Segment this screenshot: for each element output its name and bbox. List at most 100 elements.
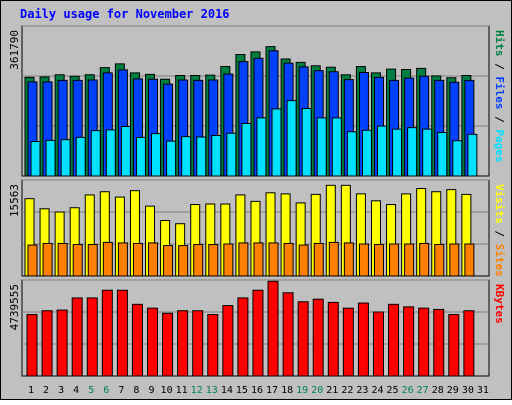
bar-kbytes-day-23 xyxy=(357,302,369,377)
bar-pages-day-14 xyxy=(226,132,237,177)
bar-kbytes-day-28 xyxy=(433,308,445,377)
bar-kbytes-day-29 xyxy=(448,314,460,377)
x-tick-label-day-31: 31 xyxy=(477,385,489,396)
bar-pages-day-1 xyxy=(30,141,41,177)
bar-sites-day-25 xyxy=(389,243,400,277)
bar-pages-day-21 xyxy=(331,117,342,177)
series-pages xyxy=(30,100,478,177)
x-tick-label-day-29: 29 xyxy=(447,385,459,396)
bar-pages-day-29 xyxy=(452,140,463,177)
x-tick-label-day-19: 19 xyxy=(296,385,308,396)
y-axis-label-files: Files xyxy=(493,76,506,109)
bar-pages-day-8 xyxy=(135,136,146,177)
bar-kbytes-day-25 xyxy=(388,303,400,377)
bar-kbytes-day-26 xyxy=(403,306,415,377)
bar-pages-day-20 xyxy=(316,117,327,177)
bar-sites-day-10 xyxy=(163,245,174,277)
bar-kbytes-day-4 xyxy=(71,297,83,377)
bar-sites-day-15 xyxy=(238,242,249,277)
y-tick-label: 4739555 xyxy=(8,284,21,330)
x-tick-label-day-28: 28 xyxy=(432,385,444,396)
bar-pages-day-17 xyxy=(271,108,282,177)
bar-sites-day-7 xyxy=(117,242,128,277)
bar-sites-day-26 xyxy=(404,243,415,277)
bar-sites-day-28 xyxy=(434,244,445,277)
bar-sites-day-1 xyxy=(27,244,38,277)
bar-kbytes-day-5 xyxy=(86,297,98,377)
x-tick-label-day-9: 9 xyxy=(149,385,155,396)
bar-kbytes-day-16 xyxy=(252,289,264,377)
bar-sites-day-5 xyxy=(87,244,98,277)
x-tick-label-day-12: 12 xyxy=(191,385,203,396)
bar-sites-day-4 xyxy=(72,244,83,277)
bar-kbytes-day-14 xyxy=(222,305,234,377)
bar-kbytes-day-6 xyxy=(101,289,113,377)
bar-kbytes-day-8 xyxy=(131,303,143,377)
bar-sites-day-23 xyxy=(358,243,369,277)
bar-pages-day-13 xyxy=(211,135,222,177)
bar-pages-day-16 xyxy=(256,117,267,177)
bar-kbytes-day-22 xyxy=(342,307,354,377)
bar-pages-day-4 xyxy=(75,136,86,177)
bar-kbytes-day-9 xyxy=(147,307,159,377)
bar-pages-day-11 xyxy=(181,136,192,177)
y-axis-label-separator: / xyxy=(493,224,506,244)
y-axis-label-hits: Hits xyxy=(493,30,506,57)
bar-pages-day-25 xyxy=(392,128,403,177)
bar-kbytes-day-30 xyxy=(463,310,475,377)
bar-sites-day-20 xyxy=(313,242,324,277)
bar-kbytes-day-19 xyxy=(297,301,309,377)
bar-kbytes-day-13 xyxy=(207,314,219,377)
chart-title: Daily usage for November 2016 xyxy=(20,7,230,21)
x-tick-label-day-25: 25 xyxy=(387,385,399,396)
x-tick-label-day-20: 20 xyxy=(311,385,323,396)
x-tick-label-day-3: 3 xyxy=(58,385,64,396)
x-tick-label-day-27: 27 xyxy=(417,385,429,396)
chart-panels: 361790 Hits / Files / Pages 15563 Visits / … xyxy=(8,25,506,377)
bar-sites-day-2 xyxy=(42,242,53,277)
bar-pages-day-7 xyxy=(120,126,131,177)
x-tick-label-day-21: 21 xyxy=(326,385,338,396)
bar-sites-day-16 xyxy=(253,242,264,277)
bar-pages-day-5 xyxy=(90,130,101,177)
x-tick-label-day-15: 15 xyxy=(236,385,248,396)
bar-kbytes-day-24 xyxy=(372,311,384,377)
bar-sites-day-29 xyxy=(449,243,460,277)
y-axis-label-pages: Pages xyxy=(493,129,506,162)
bar-pages-day-12 xyxy=(196,136,207,177)
bar-sites-day-8 xyxy=(132,242,143,277)
x-tick-label-day-6: 6 xyxy=(103,385,109,396)
x-tick-label-day-17: 17 xyxy=(266,385,278,396)
bar-pages-day-28 xyxy=(437,132,448,177)
bar-kbytes-day-15 xyxy=(237,297,249,377)
bar-sites-day-30 xyxy=(464,243,475,277)
x-tick-label-day-23: 23 xyxy=(356,385,368,396)
bar-sites-day-17 xyxy=(268,242,279,277)
y-axis-label-visits: Visits xyxy=(493,184,506,224)
bar-pages-day-22 xyxy=(346,131,357,177)
bar-kbytes-day-10 xyxy=(162,312,174,377)
x-tick-label-day-1: 1 xyxy=(28,385,34,396)
bar-kbytes-day-18 xyxy=(282,292,294,377)
y-axis-label: KBytes xyxy=(493,284,506,324)
bar-sites-day-22 xyxy=(343,242,354,277)
bar-pages-day-27 xyxy=(422,128,433,177)
bar-sites-day-18 xyxy=(283,242,294,277)
bar-pages-day-15 xyxy=(241,123,252,177)
y-axis-label-sites: Sites xyxy=(493,244,506,277)
bar-sites-day-9 xyxy=(148,242,159,277)
series-sites xyxy=(27,241,475,277)
y-tick-label: 361790 xyxy=(8,30,21,70)
panel-3: 4739555 KBytes xyxy=(8,279,506,377)
bar-pages-day-6 xyxy=(105,129,116,177)
x-tick-label-day-8: 8 xyxy=(133,385,139,396)
x-tick-label-day-16: 16 xyxy=(251,385,263,396)
bar-sites-day-13 xyxy=(208,244,219,277)
bar-kbytes-day-12 xyxy=(192,310,204,377)
y-axis-label-separator: / xyxy=(493,110,506,130)
bar-pages-day-9 xyxy=(151,133,162,177)
x-tick-label-day-2: 2 xyxy=(43,385,49,396)
x-tick-label-day-26: 26 xyxy=(402,385,414,396)
bar-pages-day-30 xyxy=(467,133,478,177)
